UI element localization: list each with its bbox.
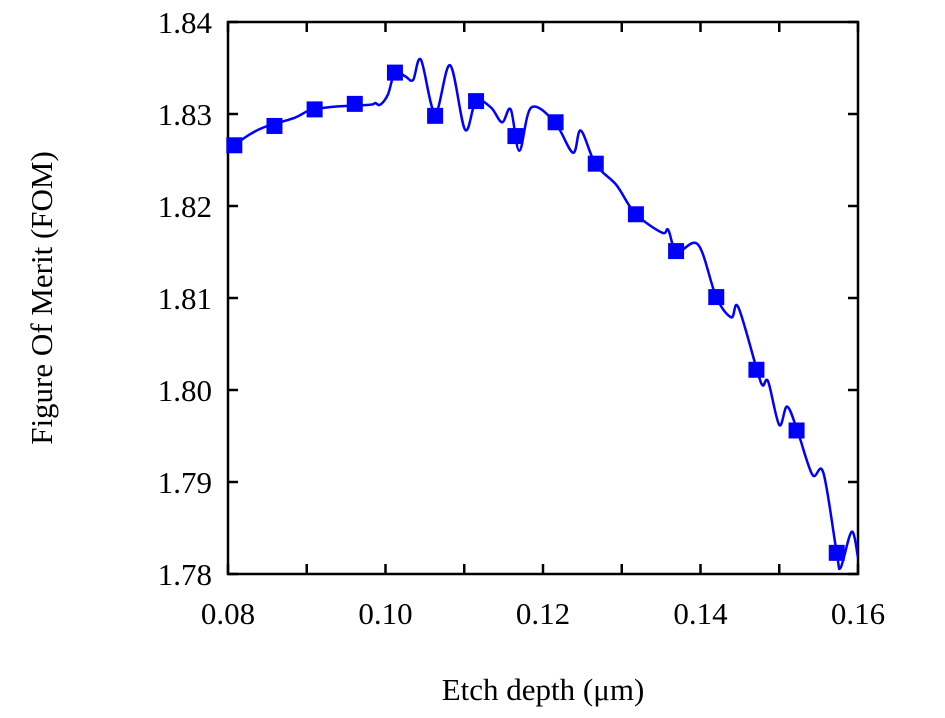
data-point-marker — [507, 128, 524, 145]
x-tick-labels: 0.08 0.10 0.12 0.14 0.16 — [201, 596, 885, 631]
x-tick-label: 0.16 — [831, 596, 885, 631]
data-point-marker — [748, 361, 765, 378]
data-point-marker — [828, 544, 845, 561]
y-tick-label: 1.78 — [158, 557, 212, 592]
data-point-marker — [386, 64, 403, 81]
y-tick-label: 1.83 — [158, 97, 212, 132]
data-point-marker — [346, 95, 363, 112]
data-point-marker — [266, 117, 283, 134]
fom-curve — [233, 57, 858, 571]
x-tick-label: 0.08 — [201, 596, 255, 631]
y-tick-label: 1.81 — [158, 281, 212, 316]
y-axis-label: Figure Of Merit (FOM) — [24, 151, 59, 445]
y-tick-label: 1.84 — [158, 5, 213, 40]
y-tick-labels: 1.78 1.79 1.80 1.81 1.82 1.83 1.84 — [158, 5, 213, 592]
data-point-marker — [427, 107, 444, 124]
data-point-marker — [587, 155, 604, 172]
x-tick-label: 0.10 — [358, 596, 412, 631]
y-tick-label: 1.80 — [158, 373, 212, 408]
data-point-marker — [226, 137, 243, 154]
x-axis-label: Etch depth (μm) — [442, 672, 645, 707]
data-markers — [226, 64, 845, 561]
x-tick-label: 0.12 — [516, 596, 570, 631]
data-point-marker — [627, 206, 644, 223]
data-point-marker — [668, 243, 685, 260]
data-point-marker — [306, 101, 323, 118]
data-point-marker — [788, 422, 805, 439]
x-tick-label: 0.14 — [673, 596, 728, 631]
axis-ticks — [226, 20, 860, 576]
y-tick-label: 1.79 — [158, 465, 212, 500]
data-point-marker — [468, 93, 485, 110]
data-point-marker — [547, 114, 564, 131]
data-point-marker — [708, 289, 725, 306]
y-tick-label: 1.82 — [158, 189, 212, 224]
